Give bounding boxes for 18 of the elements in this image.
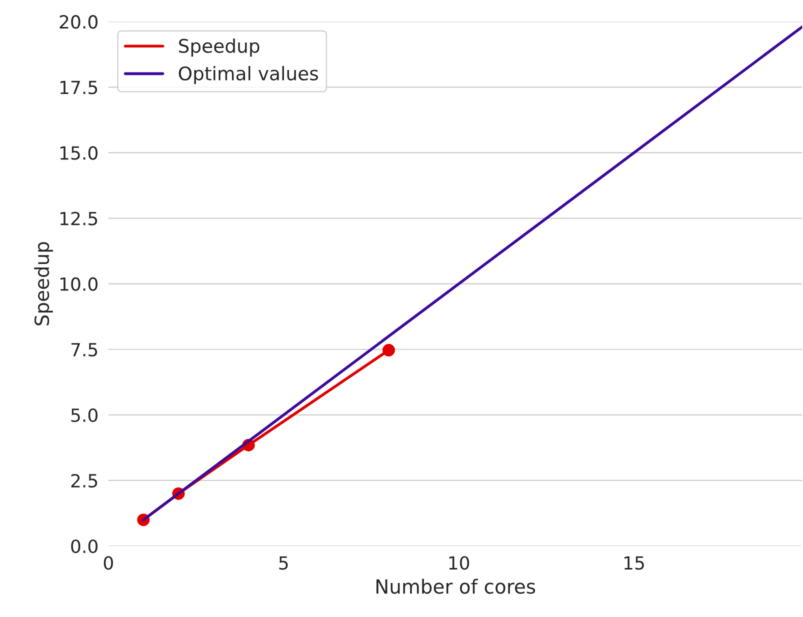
y-tick-label: 10.0 [60,277,98,291]
x-tick-label: 15 [624,556,644,570]
x-axis-title: Number of cores [376,578,536,594]
y-tick-label: 5.0 [71,408,98,422]
y-tick-label: 0.0 [71,540,98,554]
y-tick-label: 7.5 [71,343,98,356]
y-tick-label: 2.5 [71,474,98,488]
y-tick-label: 17.5 [60,80,98,94]
legend-label: Speedup [179,38,260,57]
x-tick-label: 5 [279,556,288,570]
x-tick-label: 10 [449,556,470,570]
point [382,344,395,356]
legend-label: Optimal values [178,66,318,84]
y-tick-label: 20.0 [60,15,98,29]
y-axis-title: Speedup [34,242,53,326]
y-tick-label: 12.5 [60,212,98,226]
y-tick-label: 15.0 [60,146,98,160]
x-tick-label: 0 [104,556,113,570]
